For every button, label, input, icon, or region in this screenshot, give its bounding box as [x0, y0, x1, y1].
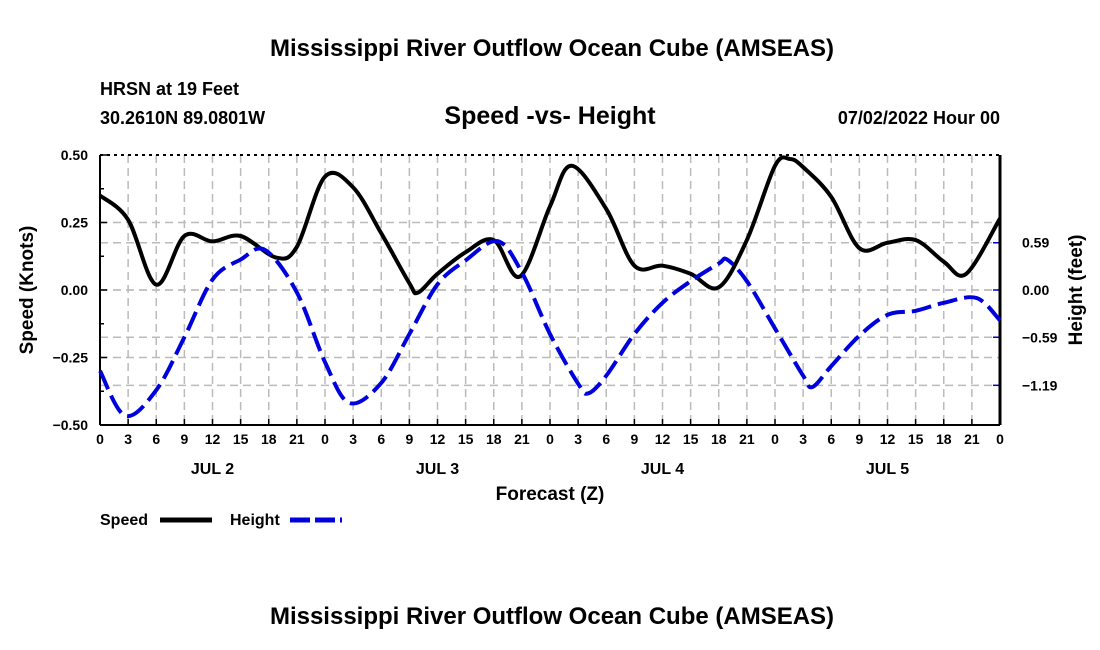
- x-tick-label: 12: [655, 431, 671, 447]
- y2-tick-label: 0.59: [1022, 235, 1049, 251]
- axes: 0 3 6 9 12 15 18 21 0 3 6 9 12 15 18 21 0 3 6 9 12 15 18 21 0 3 6 9…: [53, 147, 1058, 478]
- x-tick-label: 21: [964, 431, 980, 447]
- x-tick-label: 3: [124, 431, 132, 447]
- x-tick-label: 0: [96, 431, 104, 447]
- y-tick-label: 0.25: [61, 215, 88, 231]
- y-tick-label: −0.50: [53, 417, 89, 433]
- x-tick-label: 6: [152, 431, 160, 447]
- x-axis-label: Forecast (Z): [496, 484, 605, 505]
- x-tick-label: 6: [602, 431, 610, 447]
- x-tick-label: 18: [261, 431, 277, 447]
- x-tick-label: 0: [546, 431, 554, 447]
- series-line-height: [98, 239, 1002, 419]
- x-tick-label: 21: [739, 431, 755, 447]
- station-label: HRSN at 19 Feet: [100, 79, 239, 99]
- x-tick-label: 18: [486, 431, 502, 447]
- x-tick-label: 15: [683, 431, 699, 447]
- series-lines: [98, 155, 1002, 419]
- y-tick-label: 0.00: [61, 282, 88, 298]
- x-tick-label: 21: [289, 431, 305, 447]
- x-tick-label: 3: [574, 431, 582, 447]
- x-tick-label: 21: [514, 431, 530, 447]
- day-label: JUL 3: [416, 461, 459, 478]
- x-tick-label: 18: [936, 431, 952, 447]
- grid: [100, 155, 1000, 425]
- x-tick-label: 3: [349, 431, 357, 447]
- x-tick-label: 18: [711, 431, 727, 447]
- x-tick-label: 9: [180, 431, 188, 447]
- legend-speed-label: Speed: [100, 512, 148, 529]
- x-tick-label: 12: [205, 431, 221, 447]
- x-tick-label: 0: [996, 431, 1004, 447]
- x-tick-label: 12: [880, 431, 896, 447]
- x-tick-label: 0: [321, 431, 329, 447]
- y2-tick-label: −0.59: [1022, 329, 1058, 345]
- y2-tick-label: 0.00: [1022, 282, 1049, 298]
- day-label: JUL 4: [641, 461, 684, 478]
- x-tick-label: 15: [908, 431, 924, 447]
- x-tick-label: 6: [377, 431, 385, 447]
- coordinates-label: 30.2610N 89.0801W: [100, 108, 265, 128]
- legend-height-label: Height: [230, 512, 280, 529]
- y2-axis-label: Height (feet): [1066, 235, 1087, 346]
- datetime-label: 07/02/2022 Hour 00: [838, 108, 1000, 128]
- x-tick-label: 15: [458, 431, 474, 447]
- x-tick-label: 9: [405, 431, 413, 447]
- y2-tick-label: −1.19: [1022, 377, 1058, 393]
- x-tick-label: 9: [855, 431, 863, 447]
- footer-title: Mississippi River Outflow Ocean Cube (AM…: [270, 603, 834, 630]
- day-label: JUL 2: [191, 461, 234, 478]
- main-title: Mississippi River Outflow Ocean Cube (AM…: [270, 35, 834, 62]
- y-tick-label: 0.50: [61, 147, 88, 163]
- x-tick-label: 9: [630, 431, 638, 447]
- legend: Speed Height: [100, 512, 342, 529]
- x-tick-label: 0: [771, 431, 779, 447]
- y-axis-label: Speed (Knots): [17, 226, 38, 355]
- x-tick-label: 15: [233, 431, 249, 447]
- y-tick-label: −0.25: [53, 350, 89, 366]
- x-tick-label: 3: [799, 431, 807, 447]
- day-label: JUL 5: [866, 461, 909, 478]
- x-tick-label: 6: [827, 431, 835, 447]
- chart-title: Speed -vs- Height: [444, 102, 656, 130]
- x-tick-label: 12: [430, 431, 446, 447]
